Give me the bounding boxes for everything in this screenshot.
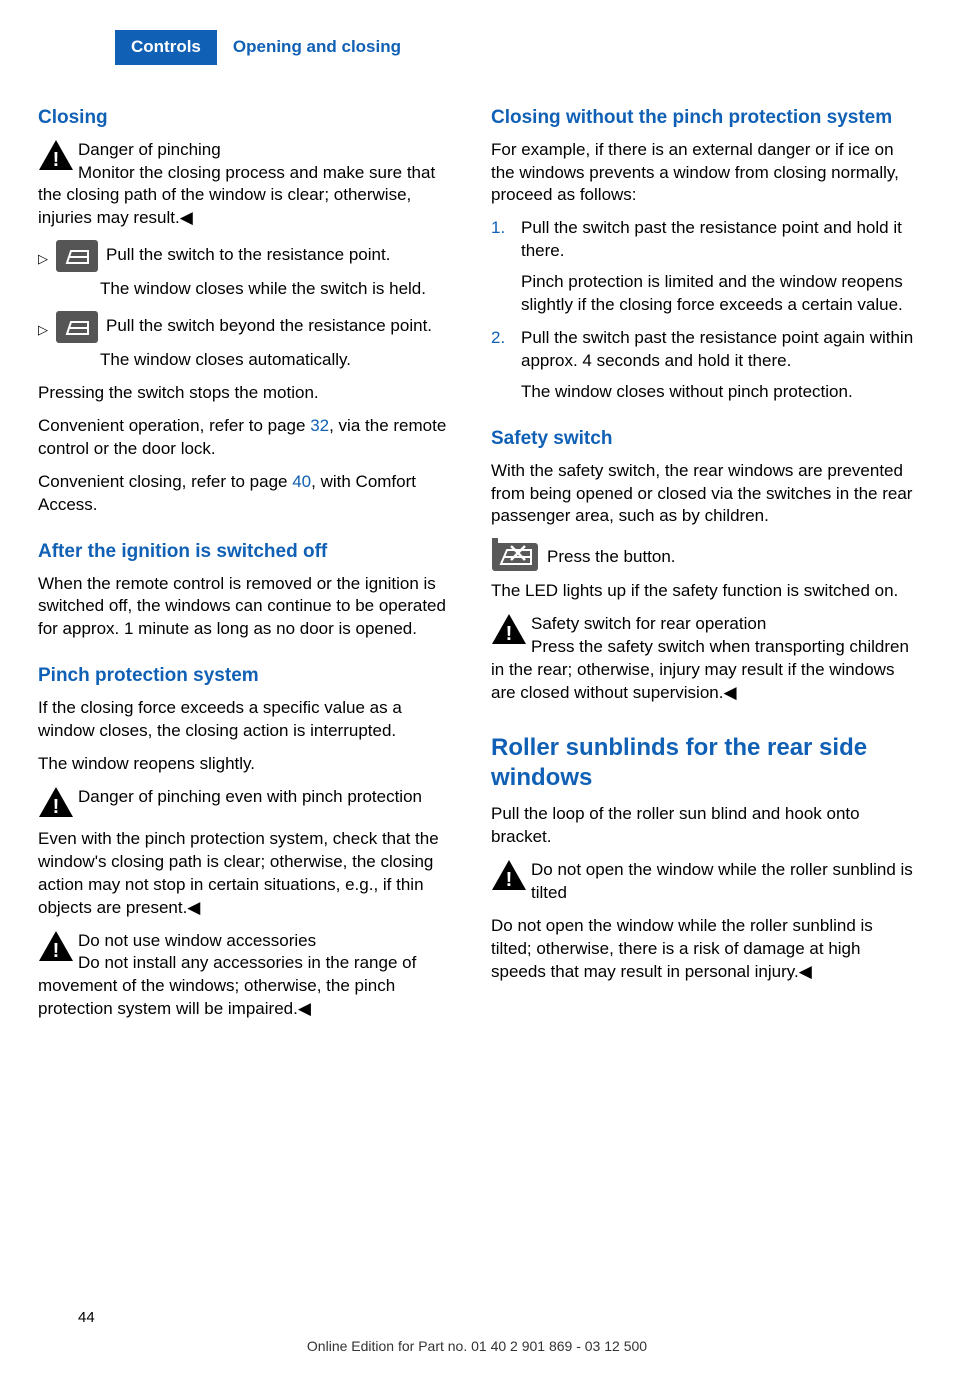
footer-line: Online Edition for Part no. 01 40 2 901 … <box>0 1337 954 1356</box>
left-column: Closing ! Danger of pinching Monitor the… <box>38 105 463 1031</box>
bullet-text: Pull the switch to the resistance point. <box>106 240 463 267</box>
tab-controls: Controls <box>115 30 217 65</box>
ordered-list: Pull the switch past the resistance poin… <box>491 217 916 404</box>
text: Convenient closing, refer to page <box>38 472 292 491</box>
paragraph: The window reopens slightly. <box>38 753 463 776</box>
warning-body: Press the safety switch when transportin… <box>491 637 909 702</box>
warning-icon: ! <box>491 859 527 891</box>
page-link-32[interactable]: 32 <box>310 416 329 435</box>
tab-opening-closing: Opening and closing <box>217 30 417 65</box>
warning-icon: ! <box>38 930 74 962</box>
warning-roller-sunblind: ! Do not open the window while the rolle… <box>491 859 916 905</box>
svg-text:!: ! <box>53 149 60 171</box>
warning-body: Do not install any accessories in the ra… <box>38 953 416 1018</box>
list-subtext: The window closes without pinch protec­t… <box>521 381 916 404</box>
heading-closing-without-pinch: Closing without the pinch protection sys… <box>491 105 916 131</box>
safety-button-text: Press the button. <box>547 538 676 569</box>
warning-pinching: ! Danger of pinching Monitor the closing… <box>38 139 463 231</box>
content-columns: Closing ! Danger of pinching Monitor the… <box>0 65 954 1031</box>
bullet-text: Pull the switch beyond the resistance po… <box>106 311 463 338</box>
svg-text:!: ! <box>53 940 60 962</box>
warning-title: Danger of pinching <box>78 140 221 159</box>
list-text: Pull the switch past the resistance poin… <box>521 218 902 260</box>
warning-pinch-even-with: ! Danger of pinching even with pinch pro… <box>38 786 463 818</box>
svg-text:!: ! <box>506 623 513 645</box>
text: Convenient operation, refer to page <box>38 416 310 435</box>
right-column: Closing without the pinch protection sys… <box>491 105 916 1031</box>
warning-title: Safety switch for rear operation <box>531 614 766 633</box>
warning-body: Monitor the closing process and make sur… <box>38 163 435 228</box>
triangle-bullet-icon: ▷ <box>38 250 48 268</box>
bullet-beyond-resistance: ▷ Pull the switch beyond the resistance … <box>38 311 463 343</box>
heading-roller-sunblinds: Roller sunblinds for the rear side windo… <box>491 733 916 793</box>
paragraph: For example, if there is an external dan… <box>491 139 916 208</box>
paragraph-press-switch: Pressing the switch stops the motion. <box>38 382 463 405</box>
paragraph: The LED lights up if the safety function… <box>491 580 916 603</box>
list-text: Pull the switch past the resistance poin… <box>521 328 913 370</box>
warning-icon: ! <box>38 786 74 818</box>
warning-icon: ! <box>491 613 527 645</box>
warning-title: Do not open the window while the roller … <box>531 860 913 902</box>
paragraph: If the closing force exceeds a specific … <box>38 697 463 743</box>
window-switch-icon <box>56 240 98 272</box>
paragraph-convenient-operation: Convenient operation, refer to page 32, … <box>38 415 463 461</box>
warning-safety-rear: ! Safety switch for rear operation Press… <box>491 613 916 705</box>
paragraph: With the safety switch, the rear windows… <box>491 460 916 529</box>
list-item: Pull the switch past the resistance poin… <box>491 327 916 404</box>
page-link-40[interactable]: 40 <box>292 472 311 491</box>
warning-body: Do not open the window while the roller … <box>491 915 916 984</box>
list-subtext: Pinch protection is limited and the wind… <box>521 271 916 317</box>
heading-safety-switch: Safety switch <box>491 426 916 452</box>
paragraph: Pull the loop of the roller sun blind an… <box>491 803 916 849</box>
paragraph-convenient-closing: Convenient closing, refer to page 40, wi… <box>38 471 463 517</box>
header-tabs: Controls Opening and closing <box>0 30 954 65</box>
triangle-bullet-icon: ▷ <box>38 321 48 339</box>
heading-after-ignition: After the ignition is switched off <box>38 539 463 565</box>
list-item: Pull the switch past the resistance poin… <box>491 217 916 317</box>
warning-title: Do not use window accessories <box>78 931 316 950</box>
window-switch-icon <box>56 311 98 343</box>
safety-button-icon <box>491 538 539 572</box>
warning-no-accessories: ! Do not use window accessories Do not i… <box>38 930 463 1022</box>
warning-title: Danger of pinching even with pinch pro­t… <box>78 787 422 806</box>
paragraph-after-ignition: When the remote control is removed or th… <box>38 573 463 642</box>
svg-text:!: ! <box>53 796 60 818</box>
bullet-subtext: The window closes while the switch is he… <box>100 278 463 301</box>
svg-text:!: ! <box>506 869 513 891</box>
heading-closing: Closing <box>38 105 463 131</box>
safety-button-row: Press the button. <box>491 538 916 572</box>
bullet-resistance-point: ▷ Pull the switch to the resistance poin… <box>38 240 463 272</box>
heading-pinch-protection: Pinch protection system <box>38 663 463 689</box>
warning-icon: ! <box>38 139 74 171</box>
bullet-subtext: The window closes automatically. <box>100 349 463 372</box>
page-number: 44 <box>78 1308 95 1328</box>
warning-body: Even with the pinch protection system, c… <box>38 828 463 920</box>
